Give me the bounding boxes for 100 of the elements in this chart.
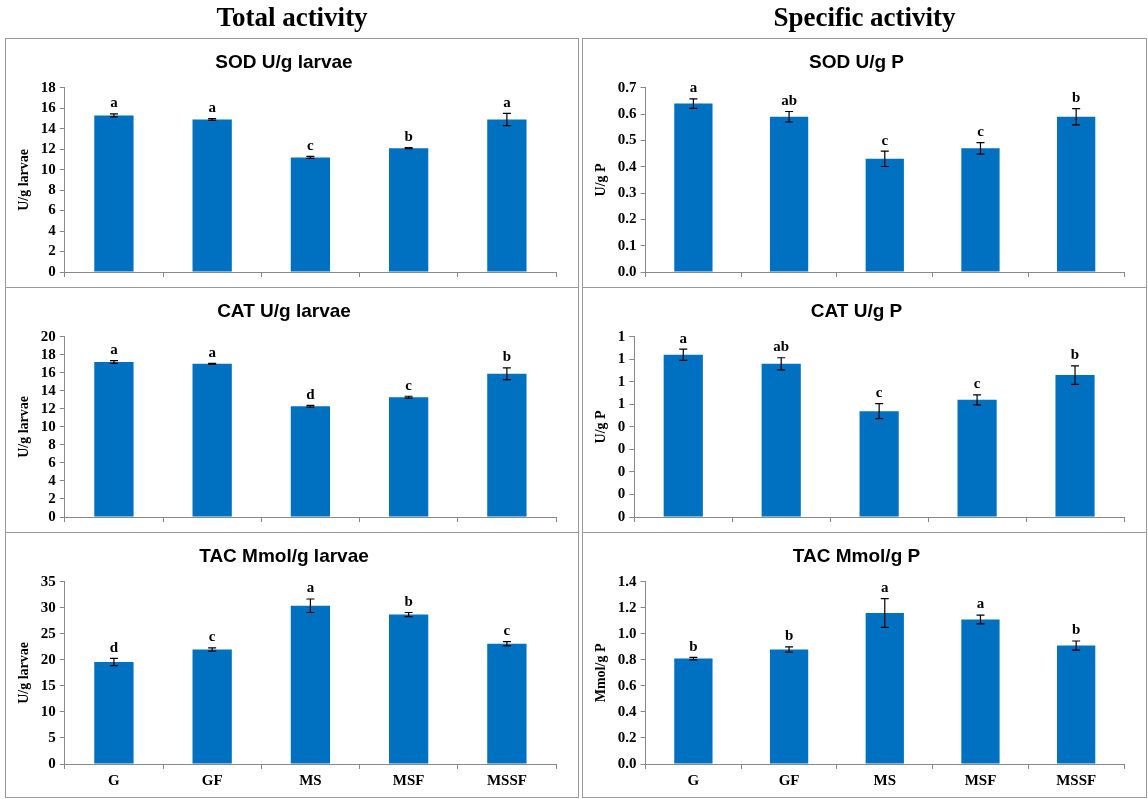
y-tick-label: 6 (48, 453, 57, 470)
x-tick-label: GF (201, 771, 223, 788)
y-tick-label: 1 (617, 327, 626, 344)
bar (961, 148, 1000, 272)
y-tick-label: 18 (40, 345, 56, 362)
y-tick-label: 14 (40, 119, 57, 136)
y-tick-label: 6 (48, 201, 57, 218)
y-tick-label: 12 (40, 399, 56, 416)
annotation: a (110, 341, 119, 358)
y-tick-label: 18 (40, 78, 56, 95)
y-tick-label: 0.6 (617, 676, 638, 693)
y-tick-label: 4 (48, 471, 57, 488)
bar (769, 649, 809, 764)
bar (1055, 375, 1095, 517)
bar (192, 119, 232, 272)
y-tick-label: 1 (617, 395, 626, 412)
x-tick-label: G (108, 771, 121, 788)
y-tick-label: 25 (40, 624, 56, 641)
y-tick-label: 0.1 (617, 236, 637, 253)
bar (290, 605, 331, 764)
annotation: b (1070, 346, 1080, 363)
bar (94, 115, 134, 272)
x-tick-label: MS (299, 771, 322, 788)
bar (957, 399, 997, 517)
chart-title: TAC Mmol/g P (792, 544, 921, 566)
y-tick-label: 0 (617, 485, 626, 502)
bar (1057, 645, 1096, 764)
annotation: a (689, 79, 698, 96)
y-tick-label: 10 (40, 702, 56, 719)
y-tick-label: 30 (40, 598, 56, 615)
y-tick-label: 4 (48, 221, 57, 238)
x-tick-label: MSSF (486, 771, 527, 788)
y-axis-title: U/g P (593, 409, 609, 444)
bar (961, 619, 1000, 764)
y-tick-label: 12 (40, 140, 56, 157)
bar (865, 613, 904, 764)
chart-subtitle: SOD U/g P (808, 50, 905, 72)
y-tick-label: 5 (48, 728, 56, 745)
bar (859, 411, 899, 517)
annotation: b (1071, 621, 1081, 638)
y-tick-label: 0.7 (617, 78, 638, 95)
bar (865, 158, 904, 272)
annotation: b (1071, 88, 1081, 105)
bar (1057, 116, 1096, 272)
chart-title: TAC Mmol/g larvae (199, 544, 369, 566)
x-tick-label: MSF (392, 771, 425, 788)
annotation: a (881, 579, 890, 596)
y-tick-label: 1 (617, 372, 626, 389)
annotation: ab (781, 91, 798, 108)
bar (94, 362, 134, 517)
y-tick-label: 35 (40, 572, 56, 589)
y-axis-title: U/g larvae (16, 641, 32, 704)
annotation: c (977, 122, 985, 139)
y-tick-label: 0.5 (617, 131, 637, 148)
x-tick-label: MS (873, 771, 897, 788)
y-tick-label: 0 (48, 262, 56, 279)
y-tick-label: 10 (40, 160, 56, 177)
annotation: c (881, 131, 889, 148)
y-tick-label: 0 (48, 754, 56, 771)
bar (674, 658, 713, 764)
annotation: c (875, 384, 883, 401)
annotation: a (679, 329, 688, 346)
bar (388, 148, 429, 272)
annotation: c (405, 376, 413, 393)
y-tick-label: 0.4 (617, 702, 638, 719)
y-tick-label: 16 (40, 99, 57, 116)
y-tick-label: 0.2 (617, 728, 637, 745)
y-tick-label: 2 (48, 242, 56, 259)
annotation: a (208, 99, 217, 116)
y-tick-label: 0 (617, 462, 626, 479)
y-tick-label: 20 (40, 650, 56, 667)
chart-title: CAT U/g larvae (217, 299, 351, 321)
y-tick-label: 2 (48, 489, 56, 506)
y-tick-label: 0 (617, 440, 626, 457)
annotation: c (208, 628, 216, 645)
annotation: c (973, 375, 981, 392)
bar (192, 649, 232, 764)
y-tick-label: 0.0 (617, 754, 637, 771)
annotation: a (976, 595, 985, 612)
annotation: ab (773, 338, 790, 355)
y-axis-title: U/g larvae (16, 395, 32, 458)
y-tick-label: 16 (40, 363, 57, 380)
annotation: b (502, 348, 512, 365)
y-axis-title: U/g P (593, 162, 609, 197)
x-tick-label: MSSF (1056, 771, 1097, 788)
bar (388, 397, 429, 517)
y-tick-label: 0.0 (617, 262, 637, 279)
y-tick-label: 0.2 (617, 210, 637, 227)
chart-title: CAT U/g P (810, 299, 903, 321)
chart-title: Total activity (215, 2, 369, 34)
annotation: a (110, 94, 119, 111)
annotation: c (503, 622, 511, 639)
annotation: a (208, 343, 217, 360)
bar (388, 614, 429, 764)
chart-subtitle: SOD U/g larvae (215, 50, 353, 72)
y-tick-label: 1.4 (617, 572, 638, 589)
bar (769, 116, 809, 272)
y-tick-label: 0 (48, 507, 56, 524)
y-axis-title: U/g larvae (16, 148, 32, 211)
y-tick-label: 15 (40, 676, 56, 693)
